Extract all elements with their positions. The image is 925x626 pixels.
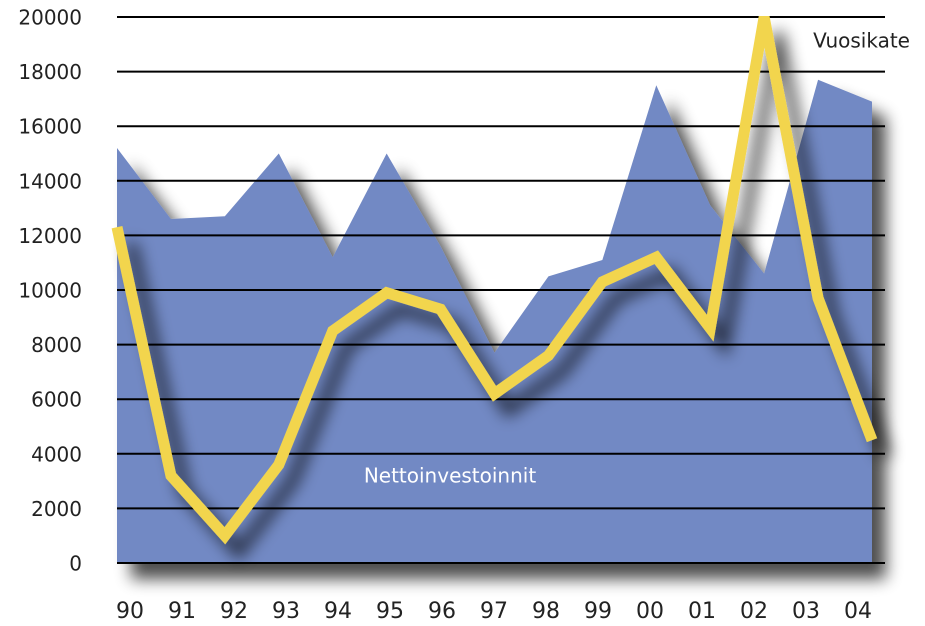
x-tick-label: 00 (636, 599, 664, 624)
y-tick-label: 18000 (18, 60, 82, 84)
x-tick-label: 92 (220, 599, 248, 624)
y-tick-label: 0 (69, 552, 82, 576)
series-label: Vuosikate (813, 29, 910, 53)
x-tick-label: 90 (116, 599, 144, 624)
x-tick-label: 97 (480, 599, 508, 624)
x-tick-label: 91 (168, 599, 196, 624)
y-tick-label: 8000 (31, 333, 82, 357)
x-tick-label: 04 (844, 599, 872, 624)
area (117, 79, 872, 563)
y-tick-label: 2000 (31, 497, 82, 521)
line-layer (111, 15, 878, 545)
y-tick-label: 20000 (18, 6, 82, 30)
y-tick-label: 10000 (18, 279, 82, 303)
line (111, 15, 878, 545)
x-tick-label: 96 (428, 599, 456, 624)
x-tick-label: 99 (584, 599, 612, 624)
x-tick-label: 02 (740, 599, 768, 624)
x-tick-label: 93 (272, 599, 300, 624)
x-tick-label: 03 (792, 599, 820, 624)
x-tick-label: 94 (324, 599, 352, 624)
series-label: Nettoinvestoinnit (364, 464, 537, 488)
y-tick-label: 6000 (31, 388, 82, 412)
labels: NettoinvestoinnitVuosikate02000400060008… (18, 6, 910, 625)
area-layer (117, 79, 872, 563)
x-tick-label: 95 (376, 599, 404, 624)
y-tick-label: 16000 (18, 115, 82, 139)
x-tick-label: 01 (688, 599, 716, 624)
x-tick-label: 98 (532, 599, 560, 624)
y-tick-label: 14000 (18, 169, 82, 193)
y-tick-label: 12000 (18, 224, 82, 248)
y-tick-label: 4000 (31, 442, 82, 466)
